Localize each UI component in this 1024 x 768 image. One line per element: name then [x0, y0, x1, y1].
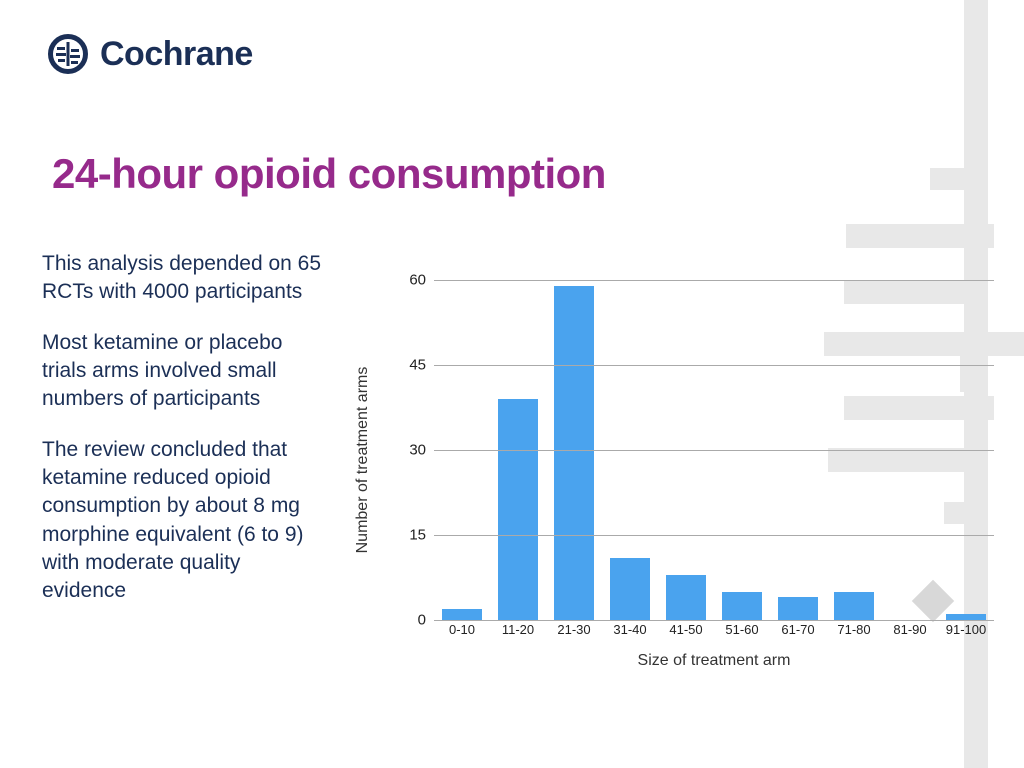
chart-x-tick: 31-40: [613, 622, 646, 637]
chart-x-tick: 81-90: [893, 622, 926, 637]
chart-bar: [442, 609, 482, 620]
body-text-column: This analysis depended on 65 RCTs with 4…: [42, 250, 322, 628]
chart-y-tick: 0: [418, 612, 426, 629]
chart-y-axis-label: Number of treatment arms: [354, 367, 372, 554]
chart-y-tick: 60: [409, 272, 426, 289]
brand-name: Cochrane: [100, 35, 253, 74]
cochrane-logo-icon: [48, 34, 88, 74]
chart-x-tick: 41-50: [669, 622, 702, 637]
chart-bar: [666, 575, 706, 620]
slide: { "brand": { "name": "Cochrane", "color"…: [0, 0, 1024, 768]
chart-gridline: [434, 620, 994, 621]
chart-x-tick: 91-100: [946, 622, 986, 637]
chart-gridline: [434, 280, 994, 281]
chart-gridline: [434, 365, 994, 366]
chart-bar: [498, 399, 538, 620]
chart-x-tick: 0-10: [449, 622, 475, 637]
chart-x-tick: 61-70: [781, 622, 814, 637]
chart-plot-area: 015304560: [434, 280, 994, 620]
chart-y-tick: 30: [409, 442, 426, 459]
chart-y-tick: 45: [409, 357, 426, 374]
bar-chart: Number of treatment arms 015304560 0-101…: [360, 260, 1000, 680]
body-paragraph: Most ketamine or placebo trials arms inv…: [42, 329, 322, 414]
chart-gridline: [434, 450, 994, 451]
chart-x-tick: 71-80: [837, 622, 870, 637]
chart-bar: [834, 592, 874, 620]
brand-header: Cochrane: [48, 34, 253, 74]
chart-x-tick: 11-20: [502, 622, 534, 637]
body-paragraph: This analysis depended on 65 RCTs with 4…: [42, 250, 322, 307]
chart-x-tick: 51-60: [725, 622, 758, 637]
page-title: 24-hour opioid consumption: [52, 150, 606, 198]
chart-x-tick: 21-30: [557, 622, 590, 637]
chart-bar: [554, 286, 594, 620]
chart-bar: [722, 592, 762, 620]
decor-bar: [846, 224, 994, 248]
chart-y-tick: 15: [409, 527, 426, 544]
chart-bar: [778, 597, 818, 620]
decor-bar: [930, 168, 964, 190]
chart-bar: [610, 558, 650, 620]
chart-gridline: [434, 535, 994, 536]
body-paragraph: The review concluded that ketamine reduc…: [42, 436, 322, 606]
chart-x-axis-label: Size of treatment arm: [434, 652, 994, 670]
